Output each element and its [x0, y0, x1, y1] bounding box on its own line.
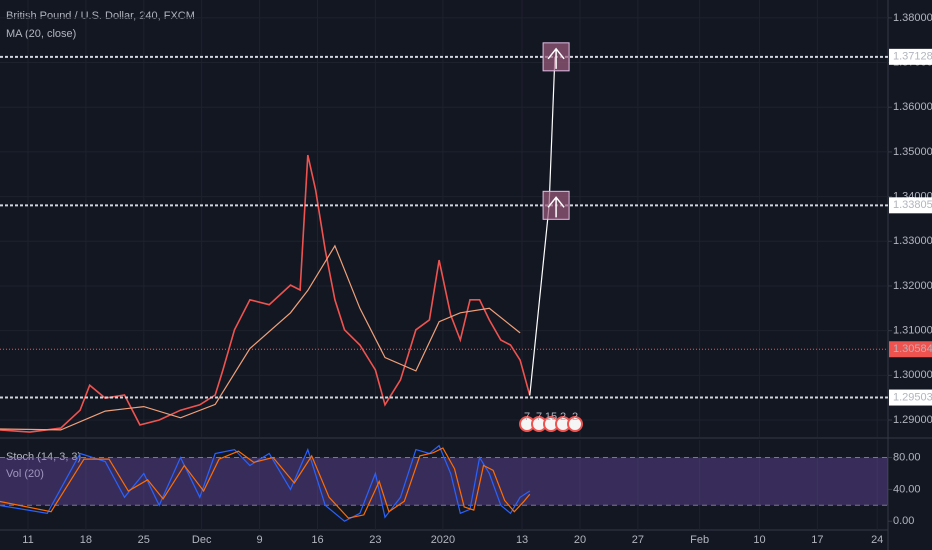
x-tick-label: 11: [22, 534, 33, 546]
y-tick-label: 1.32000: [893, 280, 932, 292]
x-tick-label: 10: [753, 534, 765, 546]
y-tick-label: 1.35000: [893, 146, 932, 158]
y-tick-label: 0.00: [893, 515, 914, 527]
x-tick-label: 9: [257, 534, 263, 546]
event-label: 15: [545, 411, 557, 423]
x-tick-label: 24: [871, 534, 883, 546]
event-badge: [567, 416, 583, 432]
chart-title: British Pound / U.S. Dollar, 240, FXCM: [6, 10, 195, 22]
x-tick-label: Dec: [192, 534, 212, 546]
x-tick-label: 20: [574, 534, 586, 546]
level-label-bg: [889, 48, 932, 65]
event-label: 7: [536, 411, 542, 423]
x-tick-label: 16: [311, 534, 323, 546]
x-tick-label: 13: [516, 534, 528, 546]
x-tick-label: 18: [80, 534, 92, 546]
series-line: [0, 444, 531, 522]
event-label: 7: [524, 411, 530, 423]
current-price-label: 1.30584: [893, 343, 932, 355]
level-label: 1.33805: [893, 199, 932, 211]
band: [0, 457, 888, 506]
level-label: 1.37128: [893, 51, 932, 63]
y-tick-label: 1.29000: [893, 414, 932, 426]
target-arrow: [547, 47, 565, 69]
level-label-bg: [889, 389, 932, 406]
target-arrow: [547, 196, 565, 218]
x-tick-label: 25: [138, 534, 150, 546]
event-label: 2: [572, 411, 578, 423]
y-tick-label: 40.00: [893, 483, 921, 495]
y-tick-label: 1.33000: [893, 235, 932, 247]
y-tick-label: 1.30000: [893, 369, 932, 381]
current-price-bg: [889, 341, 932, 358]
y-tick-label: 1.31000: [893, 325, 932, 337]
x-tick-label: 23: [369, 534, 381, 546]
y-tick-label: 80.00: [893, 451, 921, 463]
event-label: 2: [560, 411, 566, 423]
x-tick-label: 17: [811, 534, 823, 546]
x-tick-label: 27: [632, 534, 644, 546]
indicator-subtitle: Vol (20): [6, 468, 44, 480]
series-line: [0, 154, 531, 433]
level-label-bg: [889, 197, 932, 214]
series-line: [0, 244, 521, 431]
y-tick-label: 1.36000: [893, 101, 932, 113]
level-label: 1.29503: [893, 391, 932, 403]
legend-entry: MA (20, close): [6, 28, 76, 40]
y-tick-label: 1.38000: [893, 12, 932, 24]
series-line: [0, 447, 531, 519]
indicator-title: Stoch (14, 3, 3): [6, 451, 81, 463]
x-tick-label: 2020: [431, 534, 455, 546]
x-tick-label: Feb: [690, 534, 709, 546]
